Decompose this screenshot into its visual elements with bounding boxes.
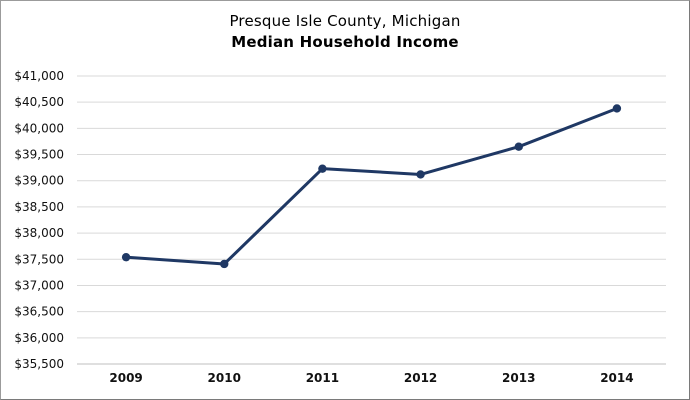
- chart-title-line1: Presque Isle County, Michigan: [229, 12, 461, 30]
- x-tick-label: 2014: [600, 371, 633, 385]
- data-point: [514, 142, 523, 151]
- y-tick-label: $38,000: [14, 226, 64, 240]
- x-tick-label: 2010: [208, 371, 241, 385]
- x-tick-label: 2011: [306, 371, 339, 385]
- x-tick-label: 2012: [404, 371, 437, 385]
- data-line: [124, 106, 619, 266]
- data-point: [121, 252, 131, 262]
- y-tick-label: $38,500: [14, 200, 64, 214]
- data-point: [318, 164, 327, 173]
- y-tick-label: $36,000: [14, 331, 64, 345]
- data-point: [612, 104, 622, 113]
- y-tick-label: $35,500: [14, 357, 64, 371]
- y-tick-label: $40,500: [14, 95, 64, 109]
- chart-title: Presque Isle County, Michigan Median Hou…: [1, 11, 689, 53]
- chart-title-line2: Median Household Income: [231, 33, 459, 51]
- x-tick-label: 2009: [109, 371, 142, 385]
- y-tick-label: $41,000: [14, 69, 64, 83]
- y-tick-label: $39,500: [14, 148, 64, 162]
- y-tick-label: $37,000: [14, 278, 64, 292]
- y-tick-label: $36,500: [14, 305, 64, 319]
- y-tick-label: $37,500: [14, 252, 64, 266]
- data-point: [416, 170, 425, 179]
- data-point: [220, 259, 229, 269]
- x-tick-label: 2013: [502, 371, 535, 385]
- y-tick-label: $40,000: [14, 121, 64, 135]
- y-tick-label: $39,000: [14, 174, 64, 188]
